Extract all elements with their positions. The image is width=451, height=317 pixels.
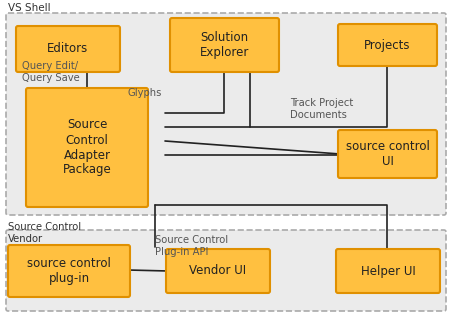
Text: Solution
Explorer: Solution Explorer (199, 31, 249, 59)
Text: Editors: Editors (47, 42, 88, 55)
Text: VS Shell: VS Shell (8, 3, 51, 13)
FancyBboxPatch shape (337, 24, 436, 66)
Text: Source
Control
Adapter
Package: Source Control Adapter Package (63, 119, 111, 177)
FancyBboxPatch shape (335, 249, 439, 293)
Text: source control
plug-in: source control plug-in (27, 257, 110, 285)
Text: Query Edit/
Query Save: Query Edit/ Query Save (22, 61, 79, 83)
Text: Glyphs: Glyphs (127, 88, 161, 98)
FancyBboxPatch shape (166, 249, 269, 293)
Text: Vendor UI: Vendor UI (189, 264, 246, 277)
FancyBboxPatch shape (26, 88, 147, 207)
Text: Track Project
Documents: Track Project Documents (290, 98, 353, 120)
Text: source control
UI: source control UI (345, 140, 428, 168)
Text: Source Control
Plug-in API: Source Control Plug-in API (155, 235, 228, 256)
FancyBboxPatch shape (170, 18, 278, 72)
Text: Source Control
Vendor: Source Control Vendor (8, 222, 81, 243)
FancyBboxPatch shape (6, 13, 445, 215)
FancyBboxPatch shape (8, 245, 130, 297)
Text: Helper UI: Helper UI (360, 264, 414, 277)
FancyBboxPatch shape (337, 130, 436, 178)
Text: Projects: Projects (364, 38, 410, 51)
FancyBboxPatch shape (6, 230, 445, 311)
FancyBboxPatch shape (16, 26, 120, 72)
